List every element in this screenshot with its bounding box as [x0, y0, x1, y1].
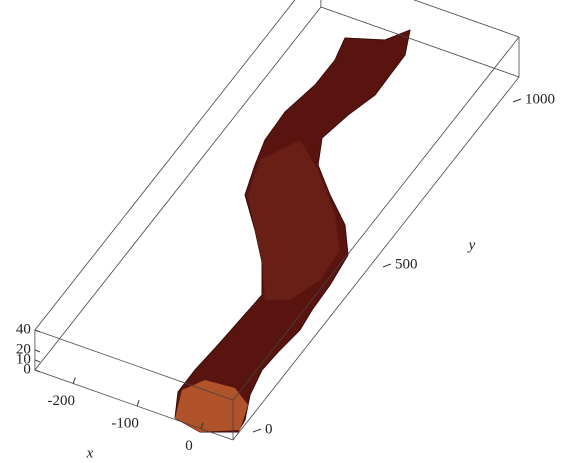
x-tick-label: 0 [185, 438, 193, 454]
y-tick-label: 500 [395, 256, 418, 272]
z-tick [35, 350, 40, 352]
z-tick [35, 370, 40, 372]
z-tick [35, 330, 40, 332]
y-tick-label: 1000 [525, 91, 555, 107]
x-axis-label: x [86, 445, 94, 461]
chart: x y -200-1000050010000102040 [0, 0, 569, 463]
z-tick-label: 40 [16, 321, 31, 337]
y-tick [253, 429, 261, 432]
y-tick [513, 99, 521, 102]
x-tick [137, 400, 139, 406]
x-tick [73, 378, 75, 384]
x-tick-label: -100 [111, 416, 139, 432]
y-axis-label: y [467, 237, 476, 253]
box-edge [321, 0, 519, 37]
y-tick [383, 264, 391, 267]
y-tick-label: 0 [265, 421, 273, 437]
x-tick-label: -200 [48, 393, 76, 409]
z-tick [35, 360, 40, 362]
z-tick-label: 20 [16, 341, 31, 357]
